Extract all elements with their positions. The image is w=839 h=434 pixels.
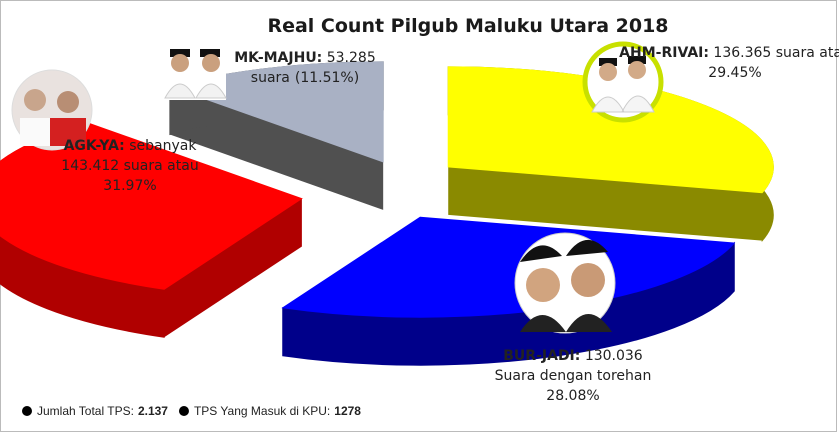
label-line: 29.45% <box>708 65 761 81</box>
value-label: 31.97% <box>103 178 156 194</box>
description: suara <box>251 70 290 86</box>
footer-label: Jumlah Total TPS: <box>37 404 134 418</box>
footer-value: 1278 <box>334 404 361 418</box>
footer: Jumlah Total TPS: 2.137 TPS Yang Masuk di … <box>22 404 361 418</box>
label-line: Suara dengan torehan <box>495 368 652 384</box>
footer-item: TPS Yang Masuk di KPU: 1278 <box>194 404 361 418</box>
footer-label: TPS Yang Masuk di KPU: <box>194 404 330 418</box>
category-label: MK-MAJHU: <box>234 50 322 66</box>
label-line: MK-MAJHU: 53.285 <box>234 50 375 66</box>
category-label: AGK-YA: <box>64 138 125 154</box>
chart-title: Real Count Pilgub Maluku Utara 2018 <box>267 15 668 37</box>
slice-label: BUR-JADI: 130.036 Suara dengan torehan 28.… <box>495 348 652 404</box>
label-line: 143.412 suara atau <box>61 158 198 174</box>
slice-side <box>448 166 763 241</box>
category-label: BUR-JADI: <box>503 348 580 364</box>
label-line: 31.97% <box>103 178 156 194</box>
description: Suara dengan torehan <box>495 368 652 384</box>
pie <box>0 61 774 366</box>
label-line: suara (11.51%) <box>251 70 359 86</box>
description: sebanyak <box>125 138 198 154</box>
photo-ahm <box>582 41 664 123</box>
value-label: 28.08% <box>546 388 599 404</box>
value-label: 29.45% <box>708 65 761 81</box>
photo-bur <box>514 232 616 334</box>
value-label: (11.51%) <box>295 70 359 86</box>
slice-label: MK-MAJHU: 53.285 suara (11.51%) <box>234 50 375 86</box>
label-line: BUR-JADI: 130.036 <box>503 348 643 364</box>
description: 53.285 <box>322 50 375 66</box>
slice-label: AHM-RIVAI: 136.365 suara atau 29.45% <box>619 45 839 81</box>
slice <box>447 66 774 194</box>
photo-mk <box>158 42 227 100</box>
bullet <box>22 406 32 416</box>
footer-value: 2.137 <box>138 404 168 418</box>
label-line: 28.08% <box>546 388 599 404</box>
description: 136.365 suara atau <box>709 45 839 61</box>
bullet <box>178 406 189 416</box>
label-line: AGK-YA: sebanyak <box>64 138 198 154</box>
slice-label: AGK-YA: sebanyak 143.412 suara atau 31.97% <box>61 138 198 194</box>
footer-item: Jumlah Total TPS: 2.137 <box>37 404 168 418</box>
description: 143.412 suara atau <box>61 158 198 174</box>
label-line: AHM-RIVAI: 136.365 suara atau <box>619 45 839 61</box>
description: 130.036 <box>580 348 642 364</box>
photo-agk <box>11 69 93 151</box>
category-label: AHM-RIVAI: <box>619 45 709 61</box>
